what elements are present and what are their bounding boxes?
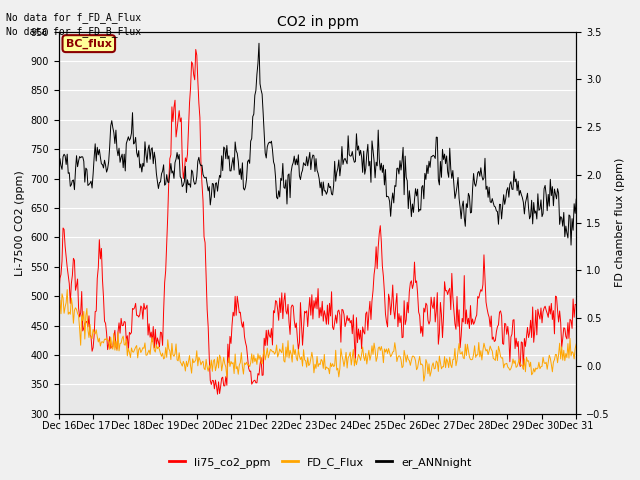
- Title: CO2 in ppm: CO2 in ppm: [276, 15, 358, 29]
- Text: BC_flux: BC_flux: [66, 38, 112, 49]
- Text: No data for f_FD_A_Flux: No data for f_FD_A_Flux: [6, 12, 141, 23]
- Text: No data for f_FD_B_Flux: No data for f_FD_B_Flux: [6, 26, 141, 37]
- Y-axis label: Li-7500 CO2 (ppm): Li-7500 CO2 (ppm): [15, 170, 25, 276]
- Legend: li75_co2_ppm, FD_C_Flux, er_ANNnight: li75_co2_ppm, FD_C_Flux, er_ANNnight: [164, 452, 476, 472]
- Y-axis label: FD chamber flux (ppm): FD chamber flux (ppm): [615, 158, 625, 288]
